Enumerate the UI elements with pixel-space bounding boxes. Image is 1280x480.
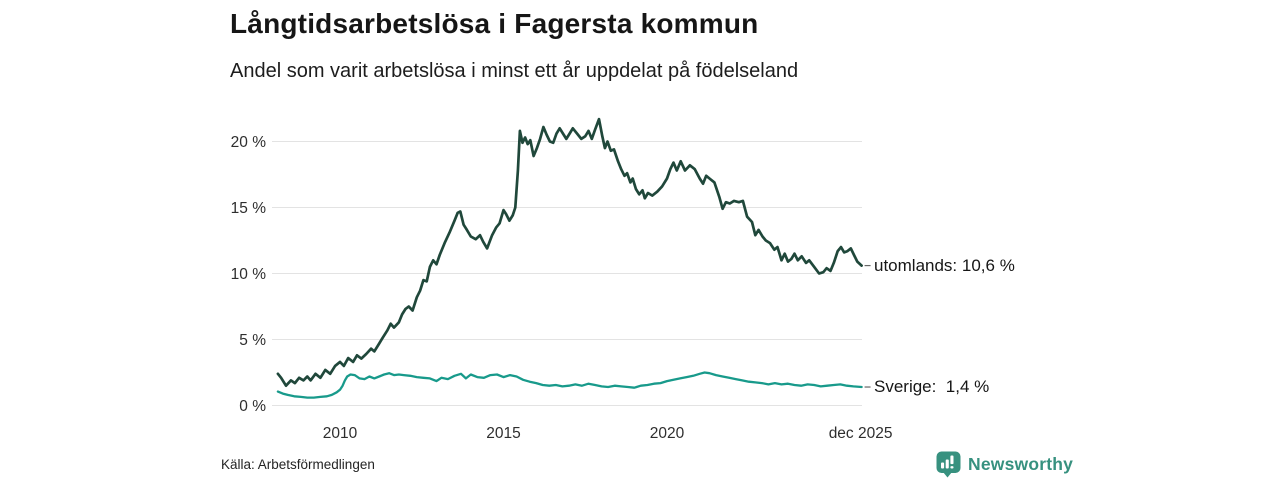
source-note: Källa: Arbetsförmedlingen <box>221 457 375 472</box>
series-end-label-utomlands: utomlands: 10,6 % <box>874 255 1015 275</box>
series-end-label-sverige: Sverige: 1,4 % <box>874 377 990 397</box>
x-tick-label: 2010 <box>323 425 358 442</box>
y-tick-label: 10 % <box>231 266 267 283</box>
brand-name: Newsworthy <box>968 454 1074 474</box>
x-tick-label: 2015 <box>486 425 520 442</box>
series-line-Sverige <box>276 371 863 399</box>
y-tick-label: 20 % <box>231 134 267 151</box>
brand-logo: Newsworthy <box>936 451 1073 478</box>
x-tick-label: 2020 <box>650 425 685 442</box>
series-line-utomlands <box>276 117 863 388</box>
y-tick-label: 5 % <box>239 332 266 349</box>
x-tick-label: dec 2025 <box>829 425 893 442</box>
page-title: Långtidsarbetslösa i Fagersta kommun <box>230 8 759 39</box>
newsworthy-icon <box>936 451 961 478</box>
y-tick-label: 0 % <box>239 398 266 415</box>
y-tick-label: 15 % <box>231 200 267 217</box>
chart-subtitle: Andel som varit arbetslösa i minst ett å… <box>230 60 799 82</box>
